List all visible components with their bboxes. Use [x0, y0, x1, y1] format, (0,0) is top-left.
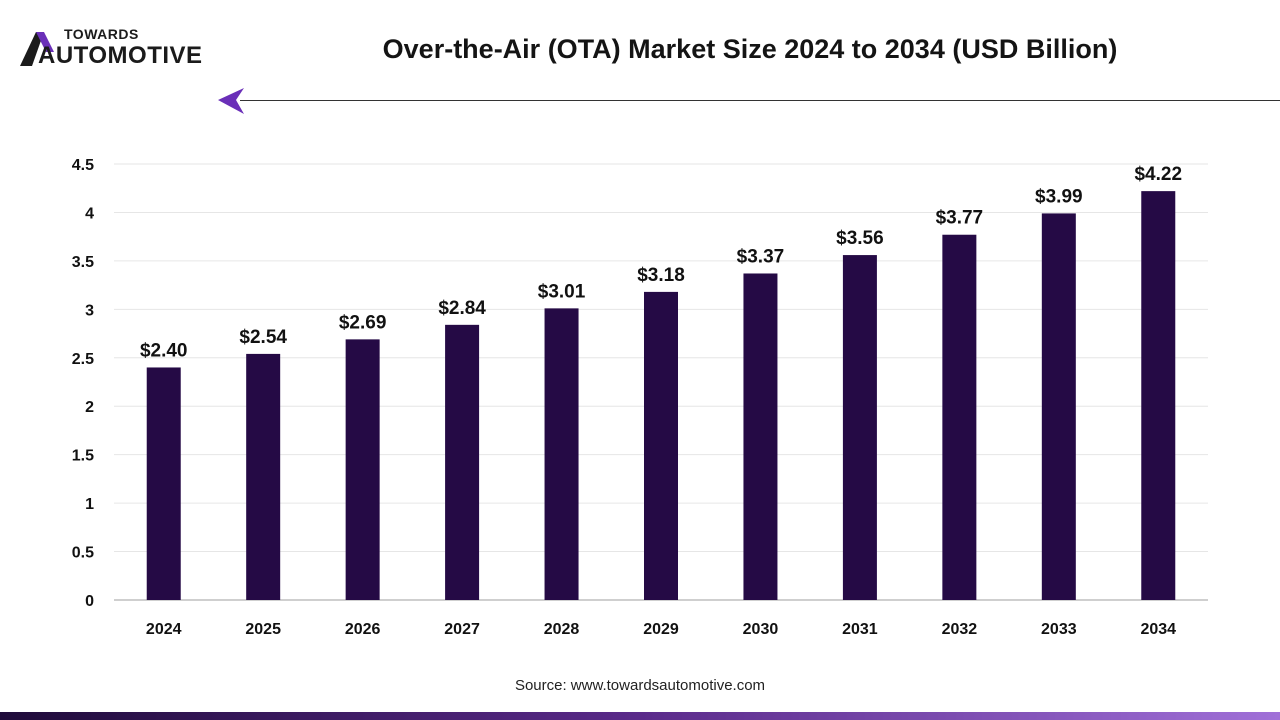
data-label: $4.22: [1134, 164, 1182, 185]
bar: [544, 308, 579, 600]
data-label: $2.54: [239, 327, 287, 348]
data-label: $3.18: [637, 265, 685, 286]
data-label: $2.69: [339, 312, 387, 333]
x-tick-label: 2033: [1041, 621, 1077, 638]
bar: [146, 367, 181, 600]
x-tick-label: 2028: [544, 621, 580, 638]
bar: [246, 353, 281, 600]
y-tick-label: 4: [85, 205, 94, 222]
x-tick-label: 2032: [942, 621, 978, 638]
data-label: $3.56: [836, 228, 884, 249]
bar: [445, 324, 480, 600]
x-tick-label: 2034: [1140, 621, 1176, 638]
x-tick-label: 2027: [444, 621, 480, 638]
data-label: $3.99: [1035, 186, 1083, 207]
y-tick-label: 2: [85, 399, 94, 416]
bar: [743, 273, 778, 600]
data-label: $3.37: [737, 246, 785, 267]
y-tick-label: 2.5: [72, 351, 94, 368]
y-tick-label: 3.5: [72, 254, 94, 271]
y-tick-label: 1.5: [72, 448, 94, 465]
logo-icon: [20, 32, 54, 66]
source-note: Source: www.towardsautomotive.com: [514, 677, 766, 694]
x-tick-label: 2030: [743, 621, 779, 638]
bar: [942, 234, 977, 600]
y-tick-label: 0.5: [72, 545, 94, 562]
x-tick-label: 2025: [245, 621, 281, 638]
x-tick-label: 2029: [643, 621, 679, 638]
footer-band: [0, 712, 1280, 720]
bar: [644, 291, 678, 600]
data-label: $2.40: [140, 340, 188, 361]
data-label: $3.77: [936, 208, 984, 229]
data-label: $2.84: [438, 298, 486, 319]
bar: [345, 339, 380, 600]
bar: [1141, 191, 1176, 600]
bar: [1041, 213, 1076, 600]
brand-logo: TOWARDS AUTOMOTIVE: [18, 26, 238, 72]
y-tick-label: 0: [85, 593, 94, 610]
x-tick-label: 2031: [842, 621, 878, 638]
x-tick-label: 2024: [146, 621, 182, 638]
logo-bottom-text: AUTOMOTIVE: [38, 42, 203, 69]
y-tick-label: 1: [85, 496, 94, 513]
y-tick-label: 4.5: [72, 157, 94, 174]
chart-title: Over-the-Air (OTA) Market Size 2024 to 2…: [382, 34, 1118, 64]
bar: [842, 255, 877, 600]
title-divider: [240, 100, 1280, 101]
y-tick-label: 3: [85, 302, 94, 319]
data-label: $3.01: [538, 281, 586, 302]
arrow-icon: [218, 88, 244, 114]
x-tick-label: 2026: [345, 621, 381, 638]
logo-top-text: TOWARDS: [64, 26, 139, 42]
